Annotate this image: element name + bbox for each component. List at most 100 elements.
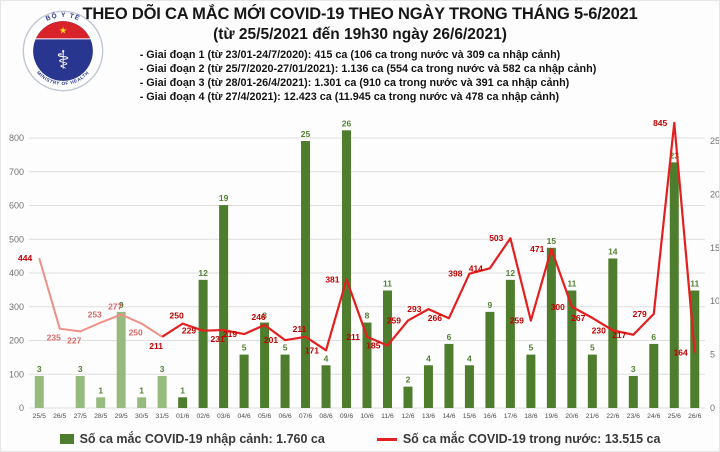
x-axis-tick-label: 25/5 [33, 413, 46, 420]
line-value-label: 293 [407, 304, 421, 314]
bar-value-label: 12 [506, 268, 516, 278]
line-value-label: 201 [264, 335, 278, 345]
right-axis-tick-label: 20 [710, 189, 720, 199]
left-axis-tick-label: 600 [9, 201, 24, 211]
page-subtitle: (từ 25/5/2021 đến 19h30 ngày 26/6/2021) [213, 26, 507, 43]
line-value-label: 277 [108, 302, 122, 312]
logo-red-segment [35, 21, 91, 39]
x-axis-tick-label: 11/6 [381, 413, 394, 420]
imported-cases-bar [505, 279, 515, 408]
x-axis-tick-label: 06/6 [278, 413, 291, 420]
x-axis-tick-label: 10/6 [360, 413, 373, 420]
bar-value-label: 2 [406, 375, 411, 385]
bar-value-label: 1 [139, 385, 144, 395]
x-axis-tick-label: 26/5 [53, 413, 66, 420]
staff-of-aesculapius-icon: ⚕ [56, 45, 70, 74]
line-value-label: 471 [530, 244, 544, 254]
imported-cases-bar [669, 162, 679, 408]
domestic-swatch-icon [376, 437, 397, 441]
imported-cases-bar [34, 375, 44, 408]
line-value-label: 185 [366, 341, 380, 351]
bar-value-label: 4 [324, 353, 329, 363]
imported-legend-label: Số ca mắc COVID-19 nhập cảnh: 1.760 ca [79, 432, 325, 446]
line-value-label: 279 [633, 309, 647, 319]
bar-value-label: 15 [547, 236, 557, 246]
imported-cases-bar [444, 343, 454, 408]
imported-cases-bar [382, 290, 392, 408]
imported-cases-bar [342, 130, 352, 408]
imported-cases-bar [116, 311, 126, 408]
x-axis-tick-label: 20/6 [565, 413, 578, 420]
x-axis-tick-label: 28/5 [94, 413, 107, 420]
x-axis-tick-label: 03/6 [217, 413, 230, 420]
imported-cases-bar [628, 375, 638, 408]
imported-cases-bar [198, 279, 208, 408]
line-value-label: 266 [428, 313, 442, 323]
legend-item-domestic: Số ca mắc COVID-19 trong nước: 13.515 ca [376, 432, 661, 446]
bar-value-label: 3 [78, 364, 83, 374]
x-axis-tick-label: 17/6 [504, 413, 517, 420]
line-value-label: 235 [47, 333, 61, 343]
x-axis-tick-label: 16/6 [483, 413, 496, 420]
line-value-label: 229 [182, 326, 196, 336]
moh-logo: ★ ⚕ BỘ Y TẾ MINISTRY OF HEALTH [21, 9, 105, 93]
line-value-label: 267 [571, 313, 585, 323]
domestic-legend-label: Số ca mắc COVID-19 trong nước: 13.515 ca [402, 432, 661, 446]
moh-logo-seal: ★ ⚕ BỘ Y TẾ MINISTRY OF HEALTH [22, 10, 104, 92]
bar-value-label: 3 [37, 364, 42, 374]
x-axis-tick-label: 19/6 [545, 413, 558, 420]
chart-legend: Số ca mắc COVID-19 nhập cảnh: 1.760 ca S… [1, 432, 719, 446]
logo-top-text: BỘ Y TẾ [45, 10, 83, 22]
right-axis-tick-label: 15 [710, 243, 720, 253]
line-value-label: 414 [469, 263, 483, 273]
imported-cases-bar [403, 386, 413, 408]
line-value-label: 231 [211, 334, 225, 344]
imported-cases-bar [75, 375, 85, 408]
line-value-label: 164 [674, 348, 688, 358]
line-value-label: 259 [387, 316, 401, 326]
phase-summary: - Giai đoạn 1 (từ 23/01-24/7/2020): 415 … [140, 48, 597, 104]
bar-value-label: 9 [488, 300, 493, 310]
bar-value-label: 5 [283, 343, 288, 353]
bar-value-label: 11 [567, 279, 576, 289]
x-axis-tick-label: 22/6 [606, 413, 619, 420]
bar-value-label: 11 [383, 279, 392, 289]
left-axis-tick-label: 700 [9, 167, 24, 177]
x-axis-tick-label: 12/6 [401, 413, 414, 420]
line-value-label: 219 [223, 329, 237, 339]
phase-2-line: - Giai đoạn 2 (từ 25/7/2020-27/01/2021):… [139, 63, 597, 76]
line-value-label: 227 [67, 335, 81, 345]
line-value-label: 444 [18, 253, 32, 263]
line-value-label: 211 [346, 332, 360, 342]
logo-star-icon: ★ [59, 26, 67, 37]
phase-4-line: - Giai đoạn 4 (từ 27/4/2021): 12.423 ca … [139, 91, 560, 104]
x-axis-tick-label: 24/6 [647, 413, 660, 420]
imported-cases-bar [178, 397, 188, 408]
domestic-cases-line-faded [38, 257, 163, 338]
x-axis-tick-label: 14/6 [442, 413, 455, 420]
bar-value-label: 11 [690, 279, 699, 289]
left-axis-tick-label: 300 [9, 302, 24, 312]
x-axis-tick-label: 13/6 [422, 413, 435, 420]
bar-value-label: 1 [98, 385, 103, 395]
x-axis-tick-label: 07/6 [299, 413, 312, 420]
imported-cases-bar [96, 397, 106, 408]
bar-value-label: 6 [447, 332, 452, 342]
line-value-label: 381 [325, 274, 339, 284]
imported-cases-bar [137, 397, 147, 408]
x-axis-tick-label: 29/5 [115, 413, 128, 420]
imported-cases-bar [464, 365, 474, 408]
bar-value-label: 1 [180, 385, 185, 395]
line-value-label: 211 [149, 341, 163, 351]
line-value-label: 259 [510, 316, 524, 326]
x-axis-tick-label: 04/6 [237, 413, 250, 420]
left-axis-tick-label: 100 [9, 369, 24, 379]
bar-value-label: 14 [608, 246, 618, 256]
x-axis-tick-label: 05/6 [258, 413, 271, 420]
x-axis-tick-label: 18/6 [524, 413, 537, 420]
right-axis-tick-label: 25 [710, 136, 720, 146]
bar-value-label: 23 [670, 150, 680, 160]
left-axis-tick-label: 200 [9, 336, 24, 346]
